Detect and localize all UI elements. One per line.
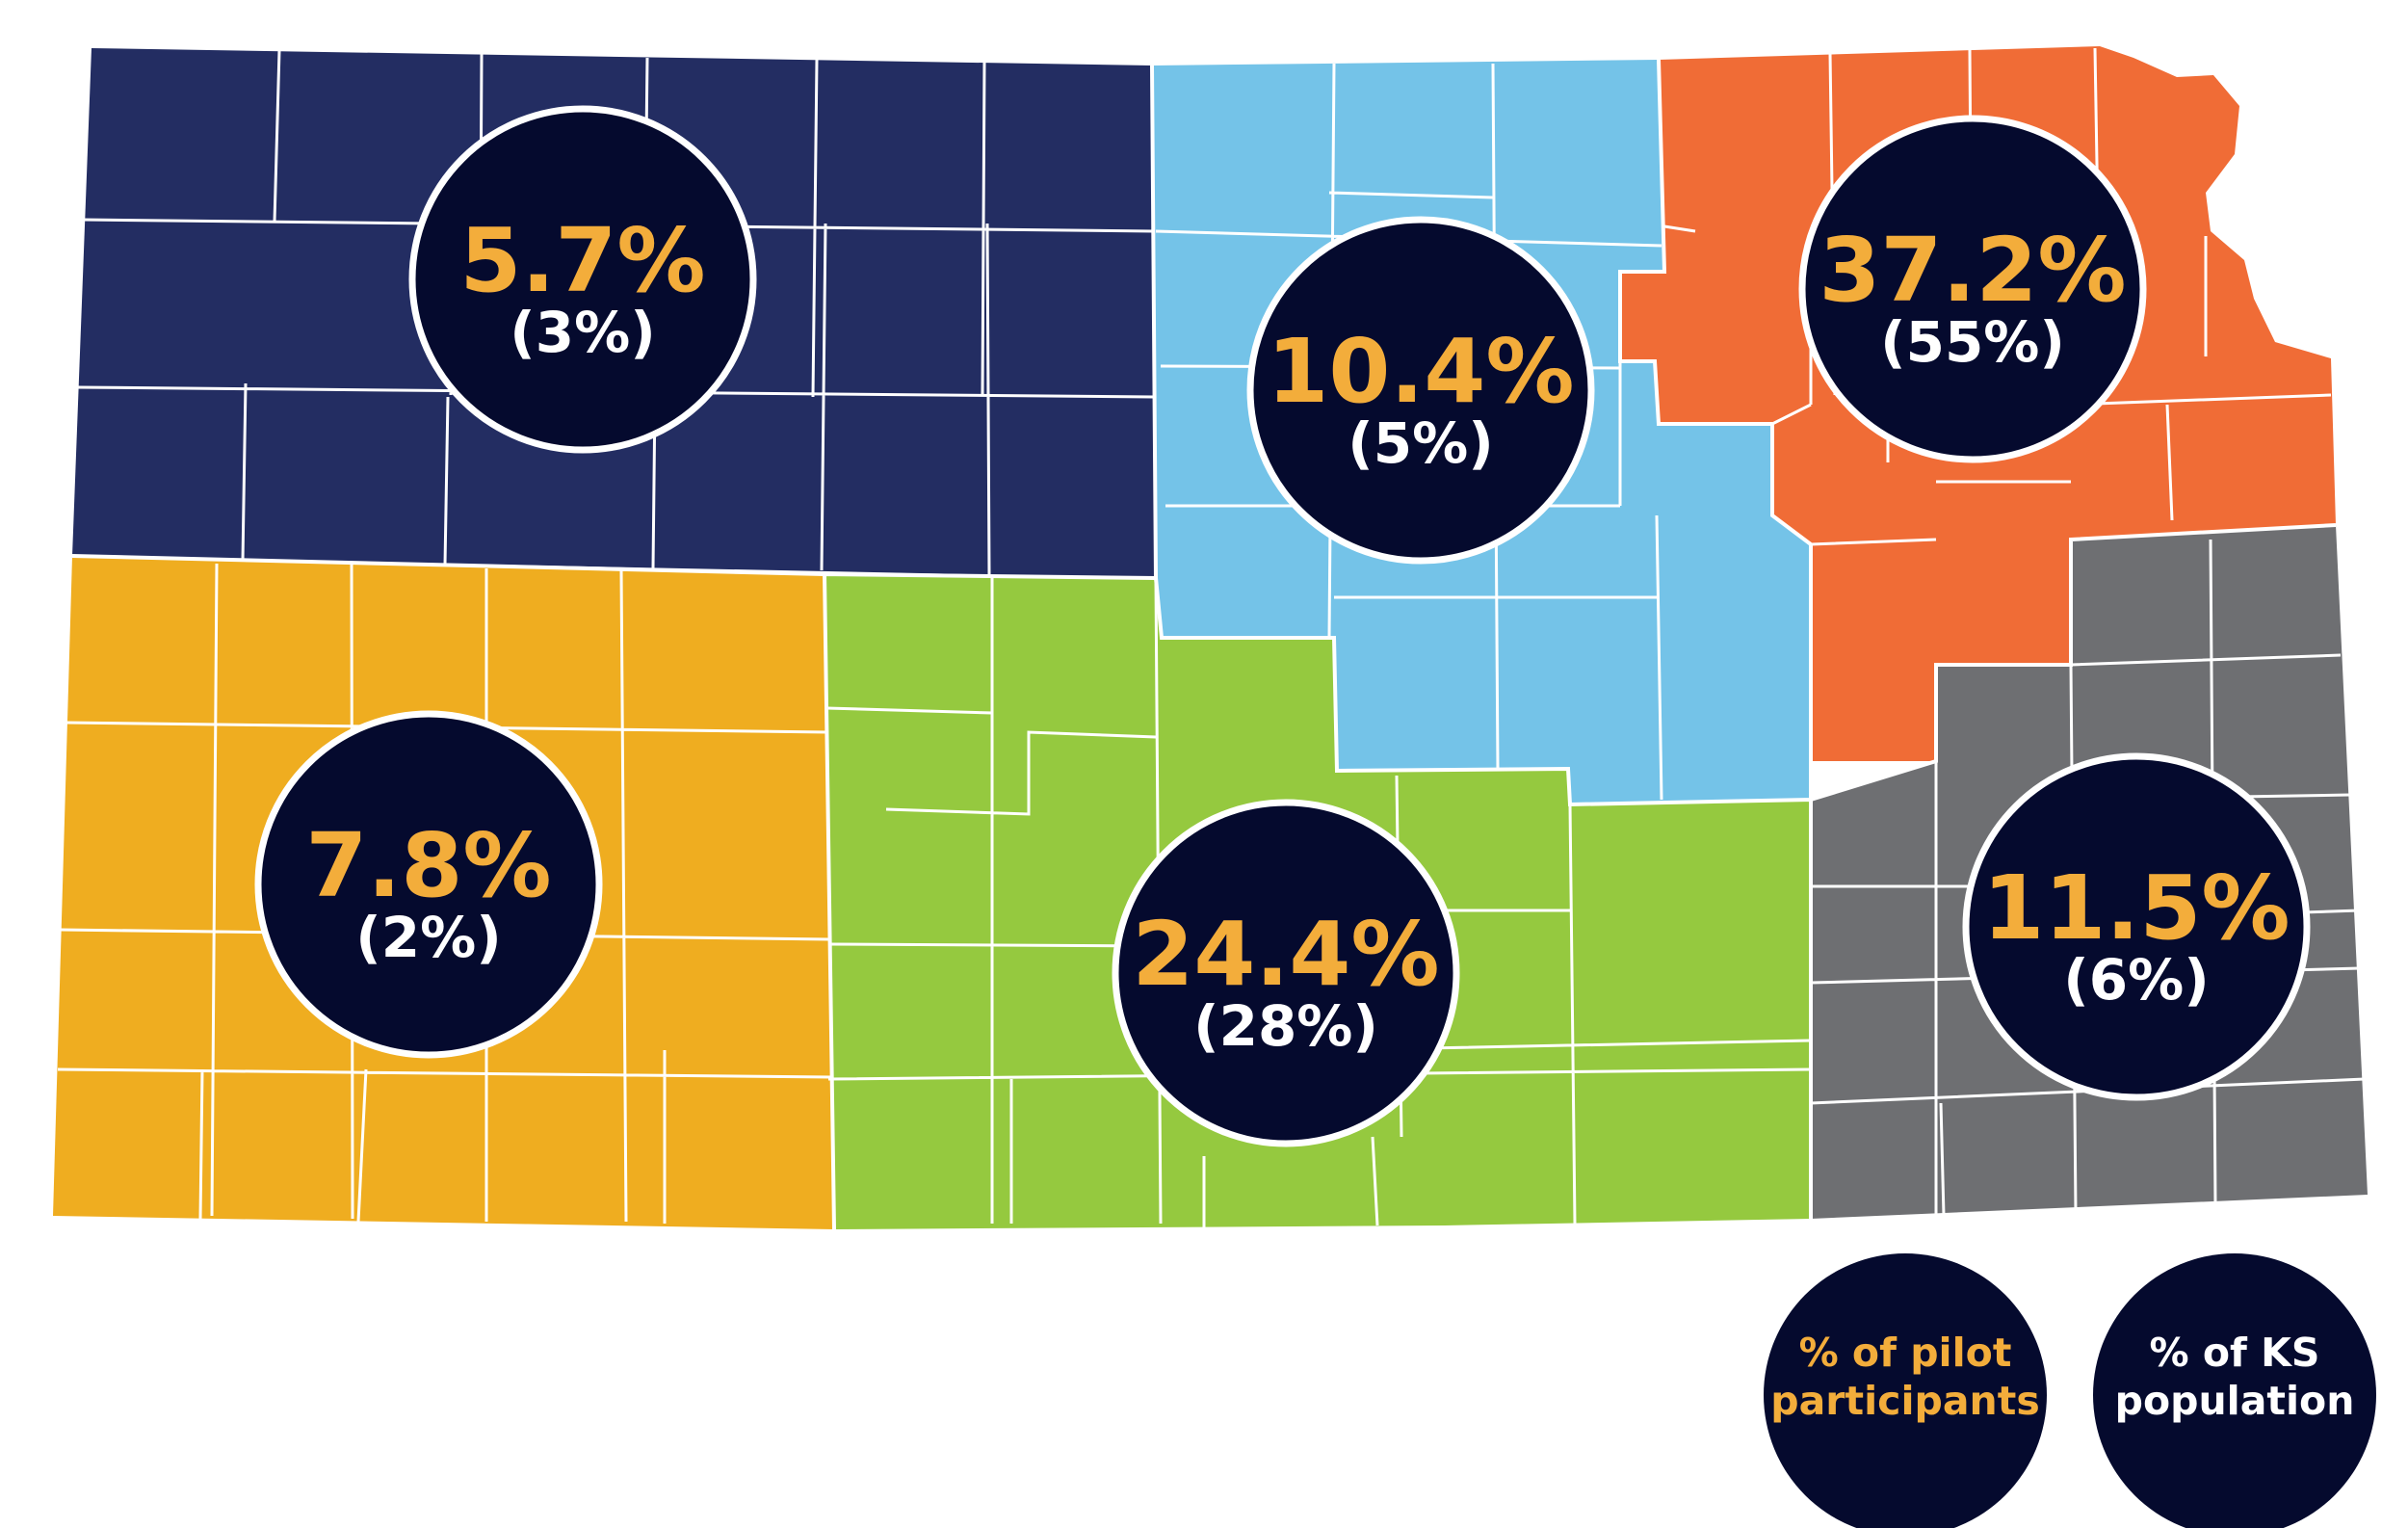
population-percentage: (3%) xyxy=(510,300,656,365)
badge-northwest: 5.7%(3%) xyxy=(408,105,757,454)
badge-circle xyxy=(254,710,603,1059)
badge-circle xyxy=(1962,752,2311,1101)
region-outlines xyxy=(71,59,2337,1230)
legend-pilot-label-line2: participants xyxy=(1770,1378,2039,1424)
badge-circle xyxy=(1112,799,1460,1147)
badge-southwest: 7.8%(2%) xyxy=(254,710,603,1059)
pilot-percentage: 37.2% xyxy=(1819,219,2126,322)
population-percentage: (6%) xyxy=(2063,947,2210,1013)
badge-north-central: 10.4%(5%) xyxy=(1246,216,1595,565)
legend: % of pilot participants % of KS populati… xyxy=(1764,1253,2376,1528)
population-percentage: (55%) xyxy=(1880,309,2065,375)
badge-circle xyxy=(1798,115,2147,463)
legend-population-badge xyxy=(2093,1253,2376,1528)
pilot-percentage: 24.4% xyxy=(1132,903,1439,1006)
badge-southeast: 11.5%(6%) xyxy=(1962,752,2311,1101)
pilot-percentage: 10.4% xyxy=(1267,320,1574,423)
pilot-percentage: 5.7% xyxy=(459,209,705,312)
population-percentage: (28%) xyxy=(1193,993,1378,1059)
badge-south-central: 24.4%(28%) xyxy=(1112,799,1460,1147)
badge-circle xyxy=(1246,216,1595,565)
badge-circle xyxy=(408,105,757,454)
pilot-percentage: 7.8% xyxy=(305,814,551,917)
legend-population-label-line1: % of KS xyxy=(2150,1330,2320,1376)
population-percentage: (2%) xyxy=(355,905,502,970)
pilot-percentage: 11.5% xyxy=(1982,856,2290,960)
population-percentage: (5%) xyxy=(1348,410,1494,476)
legend-pilot-badge xyxy=(1764,1253,2047,1528)
legend-population-label-line2: population xyxy=(2115,1378,2355,1424)
legend-pilot-label-line1: % of pilot xyxy=(1799,1330,2012,1376)
badge-northeast: 37.2%(55%) xyxy=(1798,115,2147,463)
region-badges: 5.7%(3%) 10.4%(5%) 37.2%(55%) 7.8%(2%) 24.4%… xyxy=(254,105,2311,1147)
